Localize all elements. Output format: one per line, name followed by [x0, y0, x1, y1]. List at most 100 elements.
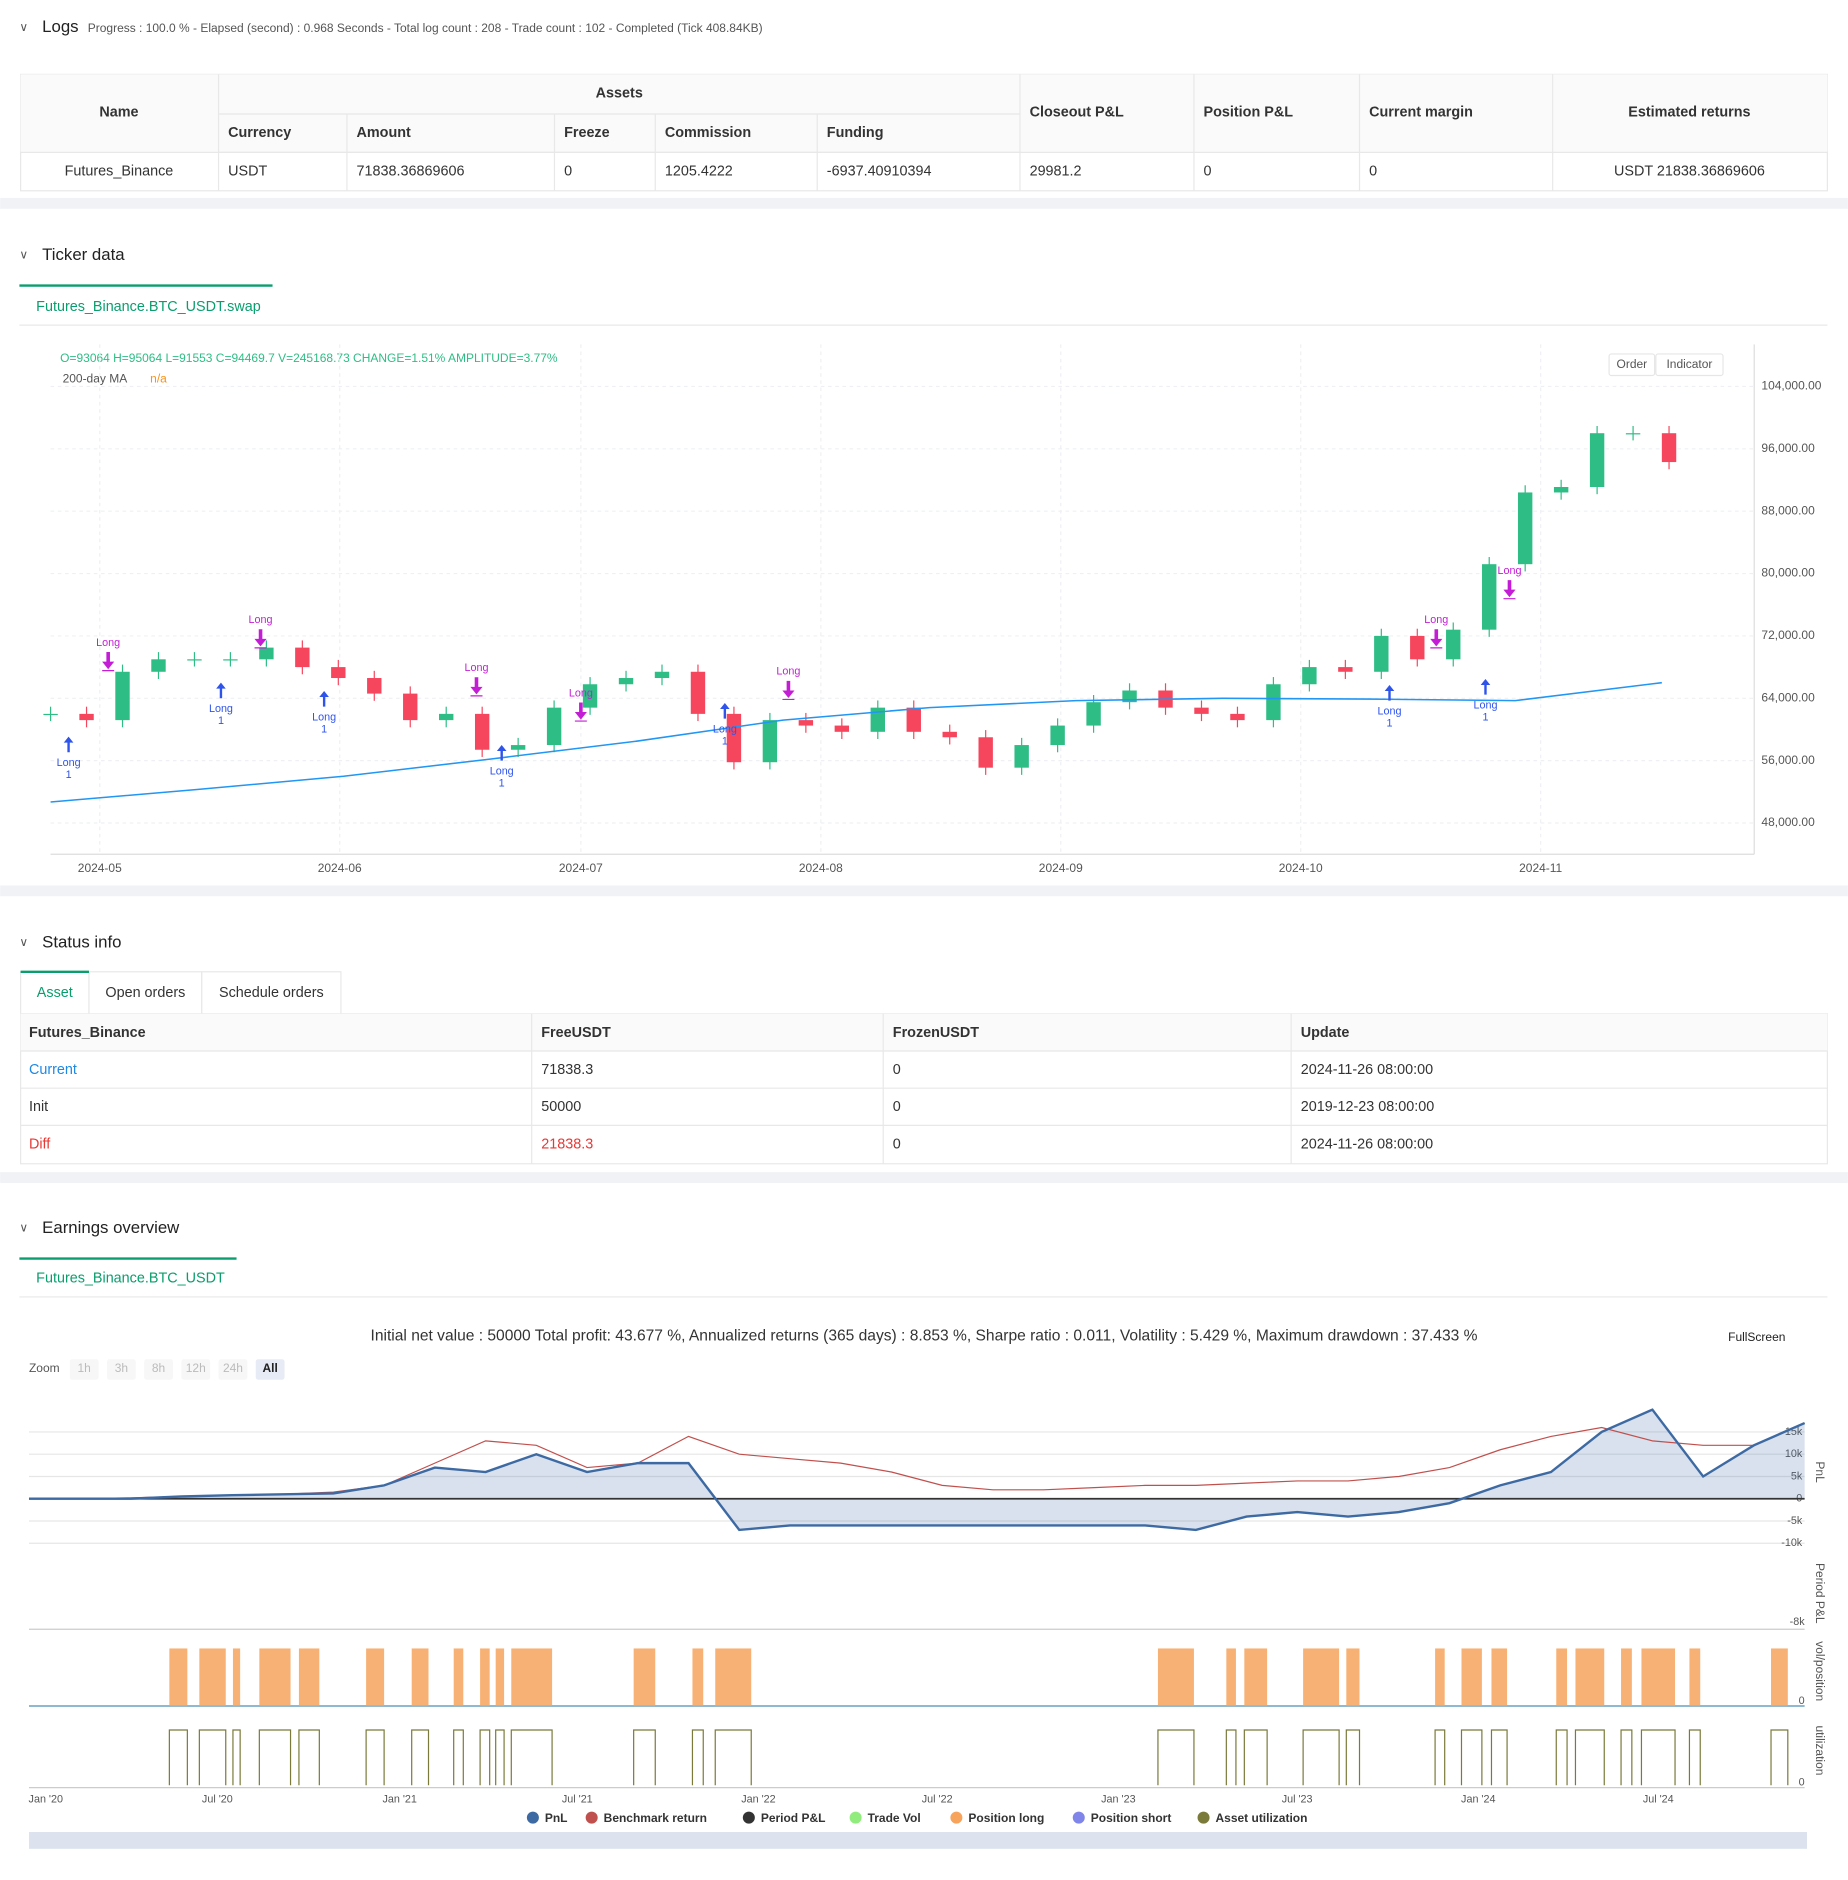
entry-label: Long	[1473, 699, 1497, 711]
utilization-step	[232, 1729, 241, 1786]
position-block	[1575, 1648, 1605, 1707]
candle	[1230, 713, 1245, 721]
tab[interactable]: Futures_Binance.BTC_USDT.swap	[36, 299, 261, 315]
legend-label[interactable]: Position long	[968, 1811, 1044, 1825]
cell: 0	[1204, 163, 1212, 179]
legend-label[interactable]: Asset utilization	[1216, 1811, 1308, 1825]
y-tick-label: 5k	[1791, 1470, 1803, 1482]
zoom-button[interactable]	[218, 1359, 248, 1380]
position-block	[480, 1648, 490, 1707]
zoom-label[interactable]: 3h	[115, 1361, 128, 1375]
exit-label: Long	[96, 637, 120, 649]
tab-label[interactable]: Open orders	[105, 985, 185, 1001]
legend-label[interactable]: Period P&L	[761, 1811, 826, 1825]
zoom-label[interactable]: 1h	[78, 1361, 91, 1375]
panel-tick: 0	[1799, 1777, 1805, 1789]
position-block	[1621, 1648, 1632, 1707]
collapse-icon[interactable]: ∨	[19, 248, 28, 262]
collapse-icon[interactable]: ∨	[19, 935, 28, 949]
candle	[978, 737, 993, 768]
entry-qty: 1	[722, 735, 728, 747]
tab-label[interactable]: Schedule orders	[219, 985, 324, 1001]
utilization-step	[1770, 1729, 1789, 1786]
tab[interactable]	[19, 971, 90, 1015]
position-block	[366, 1648, 385, 1707]
exit-label: Long	[1424, 614, 1448, 626]
button[interactable]	[1608, 353, 1656, 377]
position-block	[298, 1648, 320, 1707]
group-header: Assets	[596, 85, 643, 101]
y-tick-label: 80,000.00	[1761, 566, 1815, 580]
zoom-button[interactable]	[255, 1359, 285, 1380]
position-block	[1556, 1648, 1568, 1707]
cell: 0	[893, 1099, 901, 1115]
separator	[0, 885, 1848, 897]
utilization-step	[1345, 1729, 1361, 1786]
cell: 0	[893, 1062, 901, 1078]
zoom-button[interactable]	[69, 1359, 99, 1380]
entry-label: Long	[490, 765, 514, 777]
entry-label: Long	[57, 757, 81, 769]
utilization-step	[1620, 1729, 1633, 1786]
cell: Futures_Binance	[65, 163, 174, 179]
position-block	[1491, 1648, 1508, 1707]
legend-label[interactable]: Position short	[1091, 1811, 1172, 1825]
candle	[510, 745, 526, 750]
utilization-step	[1640, 1729, 1676, 1786]
candle	[1446, 629, 1461, 660]
utilization-step	[691, 1729, 704, 1786]
x-tick-label: Jan '23	[1101, 1793, 1135, 1805]
zoom-label[interactable]: 24h	[223, 1361, 243, 1375]
legend-label[interactable]: Benchmark return	[604, 1811, 707, 1825]
zoom-label[interactable]: 12h	[186, 1361, 206, 1375]
position-block	[1771, 1648, 1788, 1707]
candle	[295, 647, 310, 668]
cell: USDT	[228, 163, 267, 179]
button[interactable]	[1655, 353, 1724, 377]
button-label[interactable]: Indicator	[1666, 357, 1712, 371]
log-summary: Progress : 100.0 % - Elapsed (second) : …	[88, 21, 763, 35]
position-block	[1244, 1648, 1268, 1707]
collapse-icon[interactable]: ∨	[19, 1221, 28, 1235]
navigator[interactable]	[28, 1832, 1808, 1849]
zoom-button[interactable]	[144, 1359, 173, 1380]
button-label[interactable]: Order	[1617, 357, 1648, 371]
tab[interactable]: Futures_Binance.BTC_USDT	[36, 1271, 225, 1287]
cell: USDT 21838.36869606	[1614, 163, 1765, 179]
fullscreen[interactable]: FullScreen	[1728, 1330, 1785, 1344]
candle	[1517, 492, 1533, 565]
x-tick-label: 2024-05	[78, 861, 122, 875]
candle	[1410, 635, 1425, 660]
exit-arrow	[1503, 580, 1516, 600]
candle	[187, 659, 202, 661]
candle	[618, 678, 634, 685]
tab[interactable]	[201, 971, 342, 1015]
position-block	[1346, 1648, 1360, 1707]
zoom-button[interactable]	[106, 1359, 136, 1380]
candle	[331, 667, 346, 679]
entry-arrow	[496, 745, 507, 761]
zoom-button[interactable]	[181, 1359, 211, 1380]
entry-qty: 1	[499, 777, 505, 789]
utilization-step	[258, 1729, 292, 1786]
zoom-label[interactable]: All	[262, 1361, 277, 1375]
collapse-icon[interactable]: ∨	[19, 20, 28, 34]
position-block	[1461, 1648, 1482, 1707]
column-header: Freeze	[564, 125, 610, 141]
entry-label: Long	[312, 711, 336, 723]
candle	[1122, 690, 1137, 703]
legend-label[interactable]: Trade Vol	[868, 1811, 921, 1825]
legend-swatch	[950, 1811, 963, 1824]
utilization-step	[1490, 1729, 1508, 1786]
x-tick-label: Jul '23	[1282, 1793, 1313, 1805]
ma-name: 200-day MA	[63, 371, 128, 385]
cell: 71838.3	[541, 1062, 593, 1078]
tab-label[interactable]: Asset	[37, 985, 73, 1001]
cell: 2024-11-26 08:00:00	[1301, 1062, 1433, 1078]
y-tick-label: 56,000.00	[1761, 753, 1815, 767]
legend-label[interactable]: PnL	[545, 1811, 568, 1825]
zoom-label[interactable]: 8h	[152, 1361, 165, 1375]
position-block	[1303, 1648, 1340, 1707]
panel-tick: -8k	[1790, 1616, 1806, 1628]
utilization-step	[510, 1729, 553, 1786]
